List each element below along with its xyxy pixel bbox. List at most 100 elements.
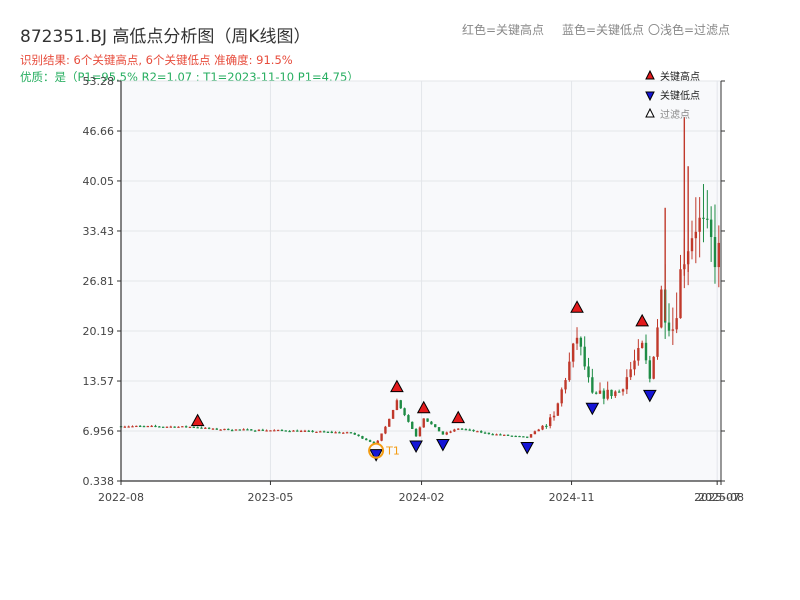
- candle-body: [265, 430, 268, 432]
- y-tick-label: 20.19: [83, 325, 115, 338]
- candle-body: [694, 231, 698, 239]
- candle-body: [594, 392, 598, 394]
- legend-symbol-filtered: [645, 107, 655, 118]
- candle-body: [564, 380, 567, 390]
- x-tick-label: 2023-05: [247, 491, 293, 504]
- candle-body: [648, 360, 652, 379]
- top-legend-filtered: 〇浅色=过滤点: [648, 23, 731, 37]
- candle-body: [656, 327, 659, 357]
- candle-body: [571, 343, 575, 362]
- candle-body: [667, 322, 671, 331]
- candle-body: [234, 429, 238, 431]
- candle-body: [146, 425, 150, 428]
- key-low-marker: [642, 389, 657, 403]
- candle-body: [510, 435, 514, 437]
- candle-body: [426, 418, 429, 422]
- candle-body: [526, 436, 529, 438]
- candle-body: [476, 431, 479, 433]
- start-point-circle: [368, 442, 385, 459]
- candle-body: [388, 418, 391, 427]
- candle-body: [414, 428, 418, 437]
- key-low-marker: [585, 402, 600, 416]
- candle-body: [606, 389, 609, 399]
- candle-body: [422, 418, 425, 428]
- candle-body: [533, 431, 537, 435]
- candle-body: [545, 425, 548, 427]
- y-tick-label: 40.05: [83, 175, 115, 188]
- candle-body: [548, 417, 552, 427]
- candle-body: [204, 427, 207, 429]
- key-low-marker: [520, 441, 535, 455]
- candle-body: [173, 426, 176, 428]
- candle-body: [640, 342, 644, 349]
- candle-body: [357, 434, 360, 437]
- candle-body: [238, 429, 241, 431]
- candle-body: [556, 403, 560, 416]
- candle-body: [472, 429, 475, 432]
- candle-body: [211, 428, 215, 430]
- candle-body: [257, 429, 261, 431]
- candle-body: [154, 425, 157, 428]
- candle-body: [583, 346, 586, 367]
- candle-body: [602, 390, 606, 399]
- candle-body: [296, 430, 299, 432]
- candle-body: [181, 426, 184, 428]
- candle-body: [568, 361, 571, 381]
- key-high-marker: [570, 300, 584, 313]
- candle-body: [292, 430, 295, 432]
- candles: [119, 117, 721, 445]
- candle-body: [395, 400, 399, 410]
- top-legend-low: 蓝色=关键低点: [562, 23, 645, 37]
- candle-body: [537, 429, 540, 432]
- candle-body: [246, 429, 249, 431]
- x-tick-label: 2024-11: [549, 491, 595, 504]
- candle-body: [518, 435, 521, 438]
- start-point-label: T1: [385, 445, 400, 458]
- candle-body: [376, 440, 379, 444]
- key-low-marker: [409, 440, 423, 454]
- candle-body: [690, 238, 694, 252]
- candle-body: [326, 431, 330, 433]
- candle-body: [698, 217, 701, 232]
- candle-body: [491, 434, 494, 436]
- candle-body: [307, 430, 310, 432]
- candle-body: [418, 427, 422, 437]
- key-low-marker: [369, 449, 383, 462]
- candle-body: [131, 426, 134, 428]
- axes: 0.338 6.956 13.57 20.19 26.81 33.43 40.05 46.66…: [83, 75, 744, 504]
- candle-body: [219, 429, 222, 431]
- candle-body: [330, 431, 333, 433]
- candle-body: [368, 440, 372, 442]
- candle-body: [338, 432, 341, 434]
- candle-body: [188, 426, 192, 429]
- candle-body: [717, 242, 721, 268]
- candle-body: [621, 389, 625, 392]
- candle-body: [142, 426, 146, 428]
- candle-body: [644, 342, 648, 361]
- candle-body: [365, 438, 368, 441]
- candle-body: [629, 369, 632, 378]
- x-tick-label: 2024-02: [399, 491, 445, 504]
- candle-body: [284, 430, 287, 432]
- top-legend-high: 红色=关键高点: [462, 23, 545, 37]
- candle-body: [679, 269, 682, 319]
- candle-body: [361, 436, 364, 439]
- candle-body: [587, 366, 590, 378]
- y-tick-label: 46.66: [83, 125, 115, 138]
- candle-body: [303, 430, 307, 432]
- candle-body: [441, 431, 445, 435]
- key-high-marker: [390, 379, 404, 393]
- candle-body: [288, 430, 291, 433]
- candle-body: [349, 432, 353, 434]
- candle-body: [269, 430, 272, 432]
- candle-body: [273, 430, 276, 432]
- candle-body: [579, 337, 583, 347]
- candle-body: [319, 431, 322, 433]
- candle-body: [637, 348, 640, 361]
- candle-body: [702, 217, 705, 219]
- candle-body: [403, 408, 406, 416]
- candle-body: [253, 430, 257, 432]
- candle-body: [342, 432, 345, 434]
